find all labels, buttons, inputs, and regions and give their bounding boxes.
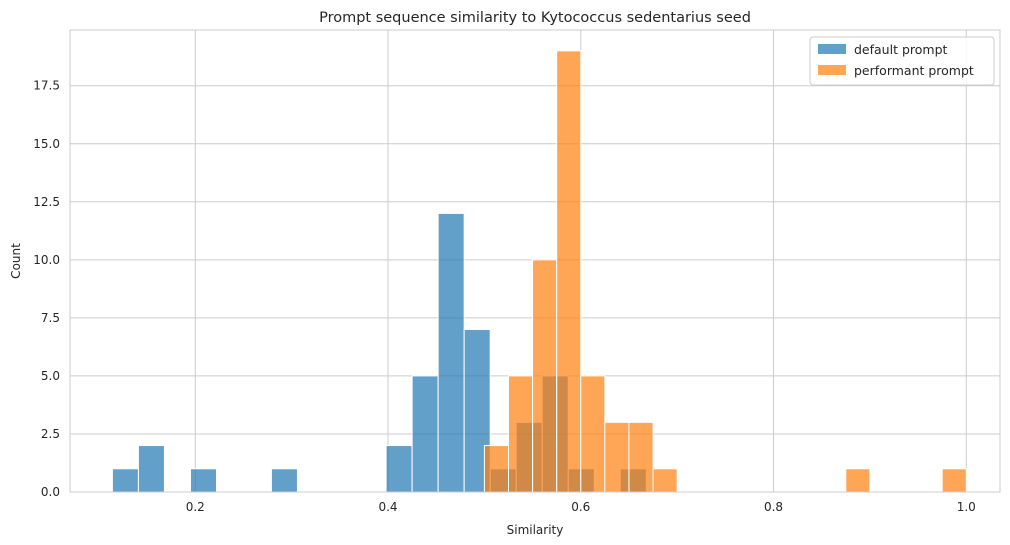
legend-swatch bbox=[818, 65, 846, 75]
legend-swatch bbox=[818, 44, 846, 54]
histogram-bar bbox=[652, 468, 678, 493]
histogram-bar bbox=[580, 375, 606, 493]
histogram-bar bbox=[411, 375, 439, 493]
y-tick-label: 7.5 bbox=[41, 311, 60, 325]
histogram-bar bbox=[111, 468, 139, 493]
histogram-bar bbox=[532, 259, 558, 493]
x-tick-label: 0.4 bbox=[378, 500, 397, 514]
histogram-bar bbox=[941, 468, 967, 493]
y-tick-labels: 0.0 2.5 5.0 7.5 10.0 12.5 15.0 17.5 bbox=[33, 79, 60, 499]
x-tick-label: 0.8 bbox=[764, 500, 783, 514]
histogram-bar bbox=[385, 445, 413, 493]
plot-frame bbox=[69, 29, 1001, 493]
histogram-bar bbox=[628, 421, 654, 493]
histogram-bar bbox=[604, 421, 630, 493]
y-tick-label: 12.5 bbox=[33, 195, 60, 209]
y-tick-label: 10.0 bbox=[33, 253, 60, 267]
y-tick-label: 5.0 bbox=[41, 369, 60, 383]
histogram-bar bbox=[483, 445, 509, 493]
histogram-bar bbox=[189, 468, 217, 493]
histogram-bar bbox=[437, 212, 465, 493]
histogram-bar bbox=[556, 50, 582, 493]
histogram-bar bbox=[845, 468, 871, 493]
series-performant-prompt bbox=[483, 50, 967, 493]
histogram-bar bbox=[270, 468, 298, 493]
chart-title: Prompt sequence similarity to Kytococcus… bbox=[319, 10, 751, 26]
legend-label: performant prompt bbox=[854, 63, 974, 78]
y-tick-label: 0.0 bbox=[41, 485, 60, 499]
x-tick-label: 0.6 bbox=[571, 500, 590, 514]
x-tick-label: 1.0 bbox=[957, 500, 976, 514]
legend-box bbox=[809, 36, 995, 86]
histogram-bar bbox=[507, 375, 534, 493]
legend-label: default prompt bbox=[854, 42, 948, 57]
histogram-bar bbox=[137, 445, 165, 493]
y-tick-label: 17.5 bbox=[33, 79, 60, 93]
x-axis-label: Similarity bbox=[507, 523, 564, 537]
y-axis-label: Count bbox=[9, 243, 23, 279]
y-tick-label: 2.5 bbox=[41, 427, 60, 441]
x-tick-labels: 0.2 0.4 0.6 0.8 1.0 bbox=[186, 500, 976, 514]
histogram-bars bbox=[111, 50, 967, 493]
x-tick-label: 0.2 bbox=[186, 500, 205, 514]
legend: default prompt performant prompt bbox=[809, 36, 995, 86]
y-tick-label: 15.0 bbox=[33, 137, 60, 151]
